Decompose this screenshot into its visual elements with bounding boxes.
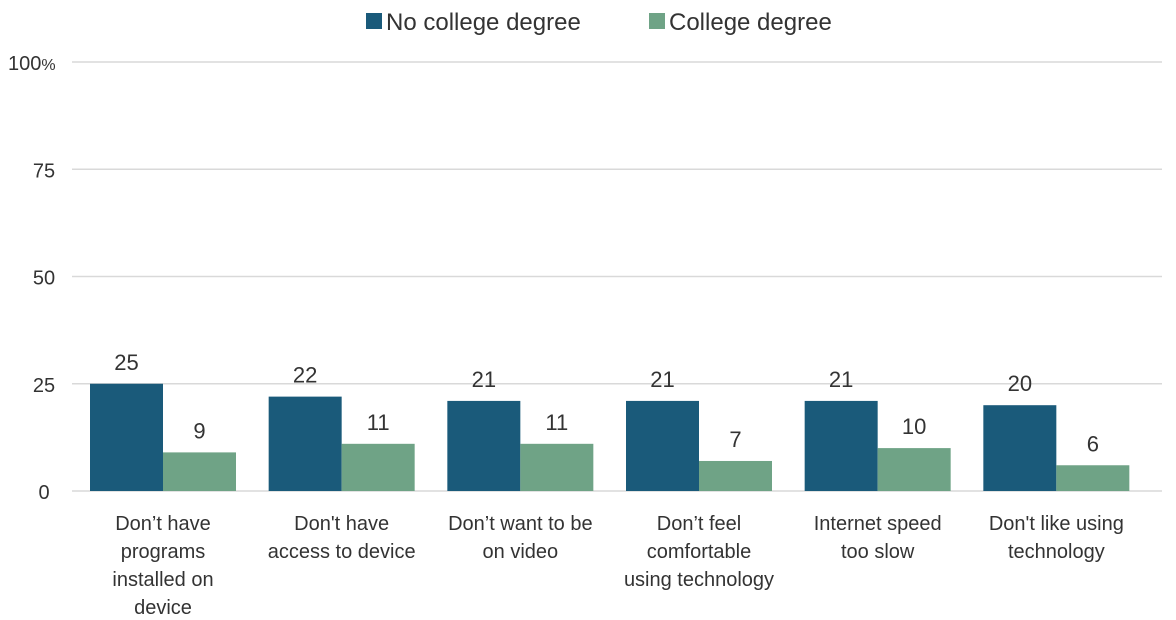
data-labels: 25 9 22 11 21 11 21 7 21 10 20 6: [114, 350, 1099, 457]
bar-no-college: [626, 400, 699, 491]
bar-college: [877, 448, 951, 491]
category-label: Don’t have programs installed on device: [112, 513, 213, 619]
bar-college: [1056, 465, 1130, 491]
y-tick-label: 75: [33, 160, 55, 182]
category-label: Don’t want to be on video: [448, 513, 593, 563]
y-axis-ticks: 0 25 50 75 100%: [8, 53, 56, 504]
category-label: Don't like using technology: [989, 513, 1124, 563]
bar-no-college: [804, 400, 878, 491]
data-label: 20: [1008, 371, 1032, 396]
legend-swatch: [649, 13, 665, 29]
bar-no-college: [447, 400, 521, 491]
data-label: 9: [193, 418, 205, 443]
data-label: 21: [829, 367, 853, 392]
category-label: Internet speed too slow: [814, 513, 942, 563]
y-tick-label: 25: [33, 375, 55, 397]
data-label: 25: [114, 350, 138, 375]
bar-college: [341, 443, 415, 491]
category-label: Don’t feel comfortable using technology: [624, 513, 774, 591]
legend-label: No college degree: [386, 9, 581, 36]
legend-swatch: [366, 13, 382, 29]
bar-college: [163, 452, 236, 491]
legend: No college degree College degree: [366, 9, 832, 36]
data-label: 21: [472, 367, 496, 392]
bar-college: [699, 460, 772, 491]
data-label: 10: [902, 414, 926, 439]
category-label: Don't have access to device: [268, 513, 416, 563]
data-label: 11: [367, 410, 390, 435]
category-labels: Don’t have programs installed on device Don'…: [112, 513, 1123, 619]
legend-label: College degree: [669, 9, 832, 36]
bar-no-college: [90, 383, 163, 491]
data-label: 6: [1087, 431, 1099, 456]
bar-no-college: [983, 405, 1057, 491]
bar-no-college: [268, 396, 342, 491]
data-label: 22: [293, 363, 317, 388]
bar-college: [520, 443, 594, 491]
y-tick-label: 0: [38, 482, 49, 504]
data-label: 7: [729, 427, 741, 452]
bars: [90, 383, 1130, 491]
y-tick-label: 50: [33, 268, 55, 290]
y-tick-label: 100%: [8, 53, 56, 75]
data-label: 21: [650, 367, 674, 392]
gridlines: [72, 61, 1162, 492]
data-label: 11: [545, 410, 568, 435]
